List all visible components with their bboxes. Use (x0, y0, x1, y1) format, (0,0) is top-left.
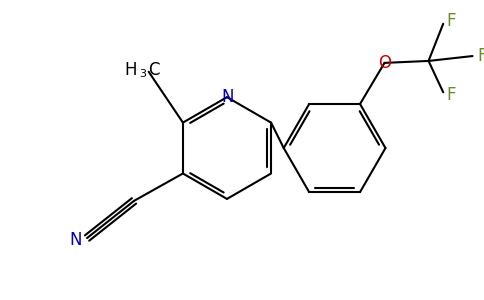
Text: F: F (446, 12, 456, 30)
Text: F: F (478, 47, 484, 65)
Text: H: H (125, 61, 137, 79)
Text: O: O (378, 54, 391, 72)
Text: N: N (69, 231, 81, 249)
Text: N: N (222, 88, 234, 106)
Text: 3: 3 (139, 69, 146, 79)
Text: F: F (446, 86, 456, 104)
Text: C: C (148, 61, 159, 79)
